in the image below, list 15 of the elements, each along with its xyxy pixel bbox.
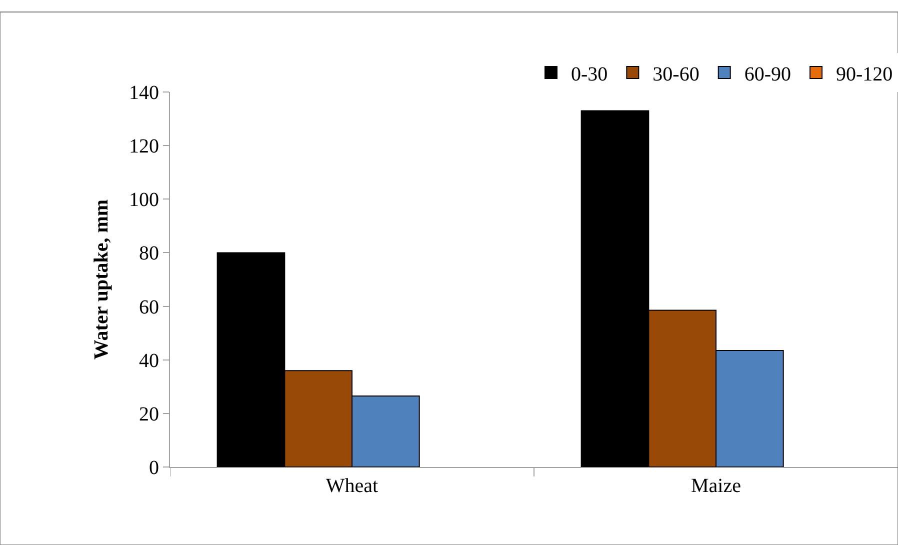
y-axis-title: Water uptake, mm <box>90 199 112 360</box>
y-tick-label: 100 <box>129 189 159 212</box>
x-tick-label: Maize <box>691 475 742 497</box>
y-tick-label: 0 <box>149 457 159 479</box>
legend-label: 30-60 <box>652 63 700 86</box>
y-tick-label: 40 <box>139 350 159 372</box>
legend-label: 0-30 <box>571 63 608 86</box>
y-tick-label: 140 <box>129 82 159 104</box>
y-tick-label: 20 <box>139 403 159 426</box>
legend-label: 90-120 <box>836 63 893 86</box>
y-tick-label: 120 <box>129 136 159 158</box>
y-tick-label: 60 <box>139 296 159 318</box>
x-tick-label: Wheat <box>326 475 379 497</box>
y-tick-label: 80 <box>139 242 159 265</box>
legend-label: 60-90 <box>744 63 792 86</box>
